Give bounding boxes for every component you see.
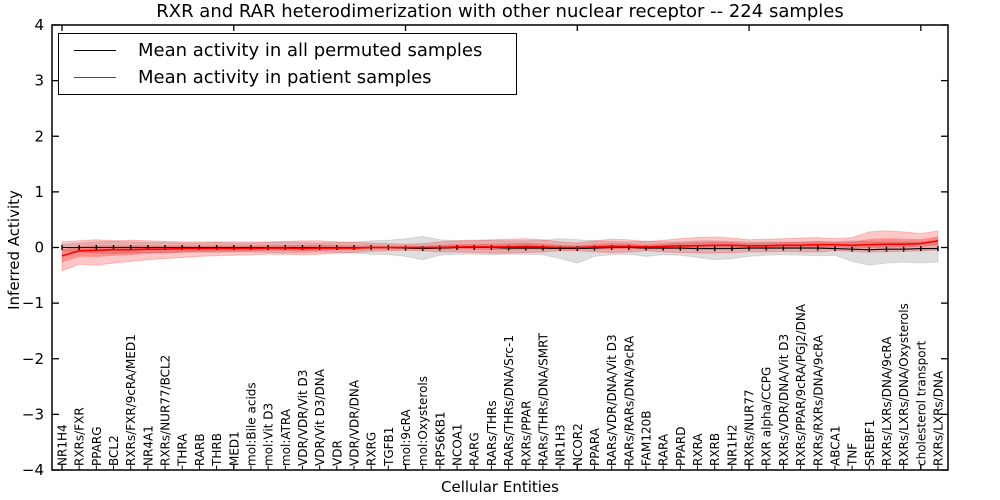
x-tick-label: VDR/VDR/DNA — [348, 379, 362, 466]
line-patient — [61, 240, 939, 257]
x-tick-label: RXRs/FXR — [73, 407, 87, 466]
x-tick-label: THRB — [210, 433, 224, 467]
x-tick-label: BCL2 — [107, 435, 121, 466]
x-tick-label: RARB — [193, 433, 207, 466]
x-tick-label: RXRs/FXR/9cRA/MED1 — [124, 334, 138, 466]
x-tick-label: mol:Oxysterols — [416, 376, 430, 466]
y-tick-label: 3 — [34, 72, 44, 90]
x-tick-label: TGFB1 — [382, 427, 396, 467]
y-tick-label: −2 — [22, 350, 44, 368]
x-tick-label: RXRs/LXRs/DNA/Oxysterols — [897, 303, 911, 466]
x-tick-label: RPS6KB1 — [433, 411, 447, 466]
x-tick-label: RXRs/NUR77 — [743, 389, 757, 466]
chart-title: RXR and RAR heterodimerization with othe… — [156, 1, 844, 22]
legend-label-patient: Mean activity in patient samples — [138, 67, 432, 88]
x-tick-label: mol:Bile acids — [244, 382, 258, 466]
x-tick-label: RARs/THRs — [485, 400, 499, 466]
x-tick-label: mol:Vit D3 — [262, 403, 276, 466]
y-tick-label: 4 — [34, 16, 44, 34]
x-tick-label: RARs/VDR/DNA/Vit D3 — [605, 334, 619, 466]
x-tick-label: NCOR2 — [571, 423, 585, 466]
x-tick-label: mol:9cRA — [399, 409, 413, 466]
x-tick-label: RARG — [468, 432, 482, 466]
x-tick-label: NR1H2 — [725, 424, 739, 466]
x-tick-label: FAM120B — [640, 411, 654, 467]
line-permuted — [62, 246, 938, 251]
x-tick-label: MED1 — [227, 431, 241, 466]
x-tick-label: PPARD — [674, 427, 688, 467]
x-axis-label: Cellular Entities — [441, 478, 559, 496]
y-tick-label: 1 — [34, 183, 44, 201]
x-tick-label: RXRs/PPAR — [519, 401, 533, 466]
x-tick-label: RXRs/RXRs/DNA/9cRA — [811, 334, 825, 466]
x-tick-label: RXRB — [708, 433, 722, 466]
x-tick-label: RXRs/PPAR/9cRA/PGJ2/DNA — [794, 303, 808, 466]
y-tick-label: −3 — [22, 405, 44, 423]
x-tick-label: THRA — [176, 433, 190, 467]
band-permuted — [61, 235, 939, 266]
x-tick-label: PPARG — [90, 426, 104, 466]
legend-item-permuted: Mean activity in all permuted samples — [59, 40, 516, 61]
x-tick-label: PPARA — [588, 427, 602, 466]
x-tick-label: RXRs/NUR77/BCL2 — [159, 355, 173, 466]
x-tick-label: NR1H3 — [554, 424, 568, 466]
x-tick-label: RXRs/LXRs/DNA/9cRA — [880, 336, 894, 466]
x-tick-label: RXRG — [365, 432, 379, 466]
x-tick-label: RARs/THRs/DNA/Src-1 — [502, 335, 516, 466]
x-tick-label: cholesterol transport — [914, 340, 928, 466]
x-tick-label: mol:ATRA — [279, 408, 293, 466]
x-tick-label: VDR/VDR/Vit D3 — [296, 370, 310, 466]
y-tick-label: 0 — [34, 239, 44, 257]
x-tick-label: ABCA1 — [828, 426, 842, 466]
x-tick-label: NR4A1 — [141, 425, 155, 466]
x-tick-label: RARs/THRs/DNA/SMRT — [536, 332, 550, 466]
y-tick-label: −1 — [22, 294, 44, 312]
x-tick-label: RXR alpha/CCPG — [760, 367, 774, 466]
x-tick-label: TNF — [846, 443, 860, 467]
x-tick-label: SREBF1 — [863, 420, 877, 466]
x-tick-label: VDR/Vit D3/DNA — [313, 368, 327, 466]
x-tick-label: RXRA — [691, 433, 705, 466]
legend: Mean activity in all permuted samples Me… — [58, 33, 517, 95]
x-tick-label: NR1H4 — [56, 424, 70, 466]
y-axis-label: Inferred Activity — [5, 190, 23, 310]
legend-label-permuted: Mean activity in all permuted samples — [138, 40, 483, 61]
legend-item-patient: Mean activity in patient samples — [59, 67, 516, 88]
legend-line-red-icon — [74, 77, 116, 78]
x-tick-label: RARA — [657, 433, 671, 466]
x-tick-label: VDR — [330, 440, 344, 466]
x-tick-label: NCOA1 — [451, 424, 465, 466]
x-tick-label: RXRs/VDR/DNA/Vit D3 — [777, 334, 791, 466]
legend-line-black-icon — [74, 50, 116, 51]
y-tick-label: 2 — [34, 127, 44, 145]
y-tick-label: −4 — [22, 461, 44, 479]
band-patient-inner — [62, 236, 938, 263]
x-tick-label: RXRs/LXRs/DNA — [932, 370, 946, 466]
x-tick-label: RARs/RARs/DNA/9cRA — [622, 335, 636, 466]
